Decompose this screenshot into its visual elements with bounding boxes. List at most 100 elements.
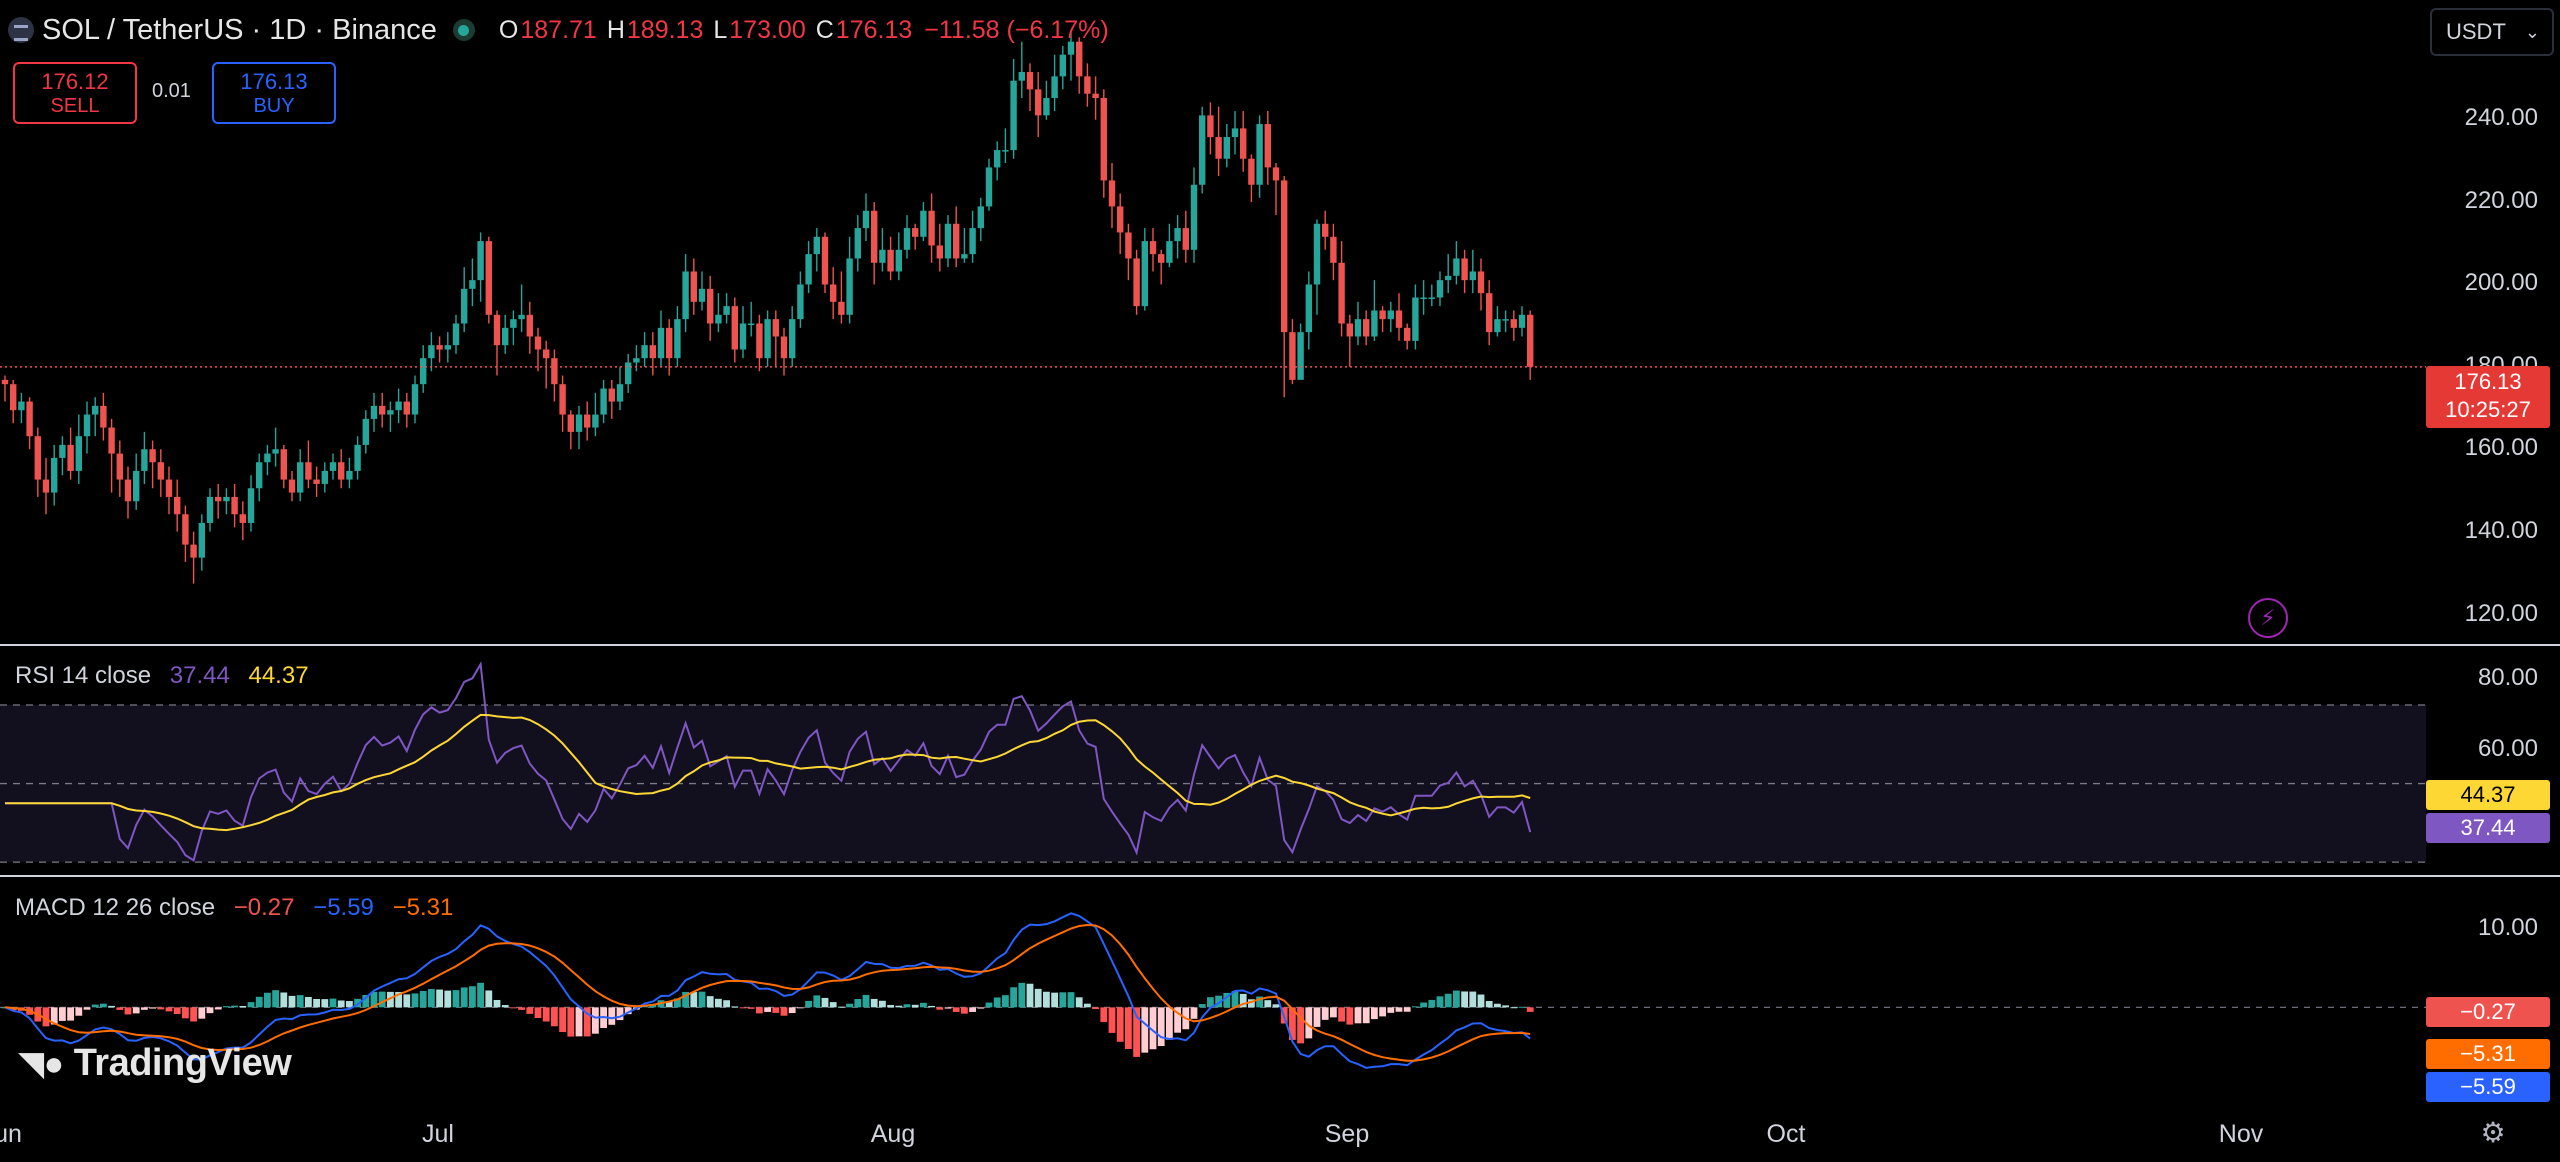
candle-body <box>305 462 312 480</box>
rsi-value: 37.44 <box>169 662 230 689</box>
symbol-title[interactable]: SOL / TetherUS · 1D · Binance <box>42 13 437 46</box>
macd-histogram-bar <box>354 998 361 1008</box>
macd-histogram-bar <box>1207 997 1214 1008</box>
candle-body <box>657 327 665 359</box>
candle-body <box>797 284 804 320</box>
time-axis-label: un <box>0 1120 22 1148</box>
macd-histogram-bar <box>788 1007 796 1014</box>
candle-body <box>346 470 353 480</box>
macd-histogram-bar <box>247 1002 255 1008</box>
candle-body <box>1010 80 1017 151</box>
candle-body <box>1420 297 1427 299</box>
macd-histogram-bar <box>1141 1007 1149 1053</box>
candle-body <box>608 388 615 402</box>
candle-body <box>862 210 870 229</box>
macd-histogram-bar <box>223 1006 230 1008</box>
macd-histogram-bar <box>747 1007 755 1009</box>
price-axis-label: 160.00 <box>2464 434 2538 461</box>
market-status-icon[interactable] <box>452 19 475 41</box>
tradingview-logo[interactable]: ◥● TradingView <box>18 1042 292 1085</box>
candle-body <box>1215 137 1222 159</box>
candle-body <box>387 410 394 415</box>
candle-body <box>100 405 107 428</box>
settings-gear-icon[interactable]: ⚙ <box>2480 1117 2506 1148</box>
rsi-tag: 37.44 <box>2426 813 2550 843</box>
macd-histogram-bar <box>1321 1007 1329 1020</box>
macd-histogram-bar <box>1412 1006 1419 1008</box>
candle-body <box>1510 319 1517 328</box>
candle-body <box>1453 258 1460 276</box>
open-key: O <box>498 15 519 44</box>
candle-body <box>338 462 345 480</box>
macd-histogram-bar <box>1403 1007 1411 1012</box>
close-key: C <box>815 15 834 44</box>
buy-button[interactable]: 176.13 BUY <box>212 62 336 124</box>
candle-body <box>1395 310 1403 328</box>
candle-body <box>264 453 271 463</box>
currency-select[interactable]: USDT ⌄ <box>2430 8 2554 56</box>
macd-histogram-bar <box>165 1007 173 1012</box>
candle-body <box>731 306 738 350</box>
macd-histogram-bar <box>838 1006 845 1008</box>
rsi-legend[interactable]: RSI 14 close 37.44 44.37 <box>15 662 321 690</box>
macd-histogram-bar <box>551 1007 558 1027</box>
candle-body <box>1363 319 1370 337</box>
candle-body <box>1067 41 1075 55</box>
macd-histogram-bar <box>493 999 501 1008</box>
candle-body <box>1051 76 1058 99</box>
candle-body <box>379 405 386 415</box>
candle-body <box>1264 124 1271 168</box>
macd-histogram-bar <box>231 1005 238 1008</box>
macd-histogram-bar <box>928 1005 935 1008</box>
candle-body <box>1486 293 1493 333</box>
macd-histogram-bar <box>255 996 263 1008</box>
macd-histogram-bar <box>1034 988 1042 1008</box>
macd-histogram-bar <box>239 1005 247 1008</box>
last-price-tag: 176.13 10:25:27 <box>2426 366 2550 428</box>
candle-body <box>256 462 263 489</box>
macd-histogram-bar <box>1518 1006 1526 1008</box>
candle-body <box>469 280 476 289</box>
sell-button[interactable]: 176.12 SELL <box>13 62 137 124</box>
macd-histogram-bar <box>903 1004 911 1008</box>
candle-body <box>124 479 132 502</box>
macd-histogram-bar <box>985 1002 993 1008</box>
macd-histogram-bar <box>608 1007 616 1025</box>
macd-histogram-bar <box>1485 1000 1493 1008</box>
candle-body <box>51 457 58 493</box>
candle-body <box>1092 93 1099 99</box>
macd-histogram-bar <box>1444 993 1452 1008</box>
lightning-icon[interactable]: ⚡ <box>2248 598 2288 638</box>
rsi-ma-line <box>5 713 1531 832</box>
candle-body <box>1133 258 1140 307</box>
macd-histogram-bar <box>575 1007 583 1037</box>
high-value: 189.13 <box>626 15 704 44</box>
price-axis-label: 200.00 <box>2464 269 2538 296</box>
candle-body <box>313 479 320 484</box>
rsi-ma-tag: 44.37 <box>2426 780 2550 810</box>
candle-body <box>871 210 878 263</box>
candle-body <box>920 210 927 237</box>
candle-body <box>493 314 501 346</box>
macd-hist-value: −0.27 <box>233 894 295 921</box>
candle-body <box>108 427 115 454</box>
low-value: 173.00 <box>729 15 806 44</box>
candle-body <box>1 379 9 385</box>
candle-body <box>526 314 533 337</box>
branding-text: TradingView <box>73 1042 292 1084</box>
macd-hist-tag: −0.27 <box>2426 997 2550 1027</box>
macd-histogram-bar <box>362 994 370 1008</box>
candle-body <box>1272 167 1280 181</box>
candle-body <box>403 401 410 415</box>
macd-histogram-bar <box>887 1004 894 1008</box>
chevron-down-icon: ⌄ <box>2524 22 2540 42</box>
macd-histogram-bar <box>346 1001 353 1008</box>
candle-body <box>362 418 369 445</box>
rsi-axis-label: 60.00 <box>2477 735 2538 762</box>
candle-body <box>42 479 50 493</box>
macd-histogram-bar <box>1059 992 1067 1008</box>
candle-body <box>67 444 74 471</box>
macd-legend[interactable]: MACD 12 26 close −0.27 −5.59 −5.31 <box>15 894 465 922</box>
